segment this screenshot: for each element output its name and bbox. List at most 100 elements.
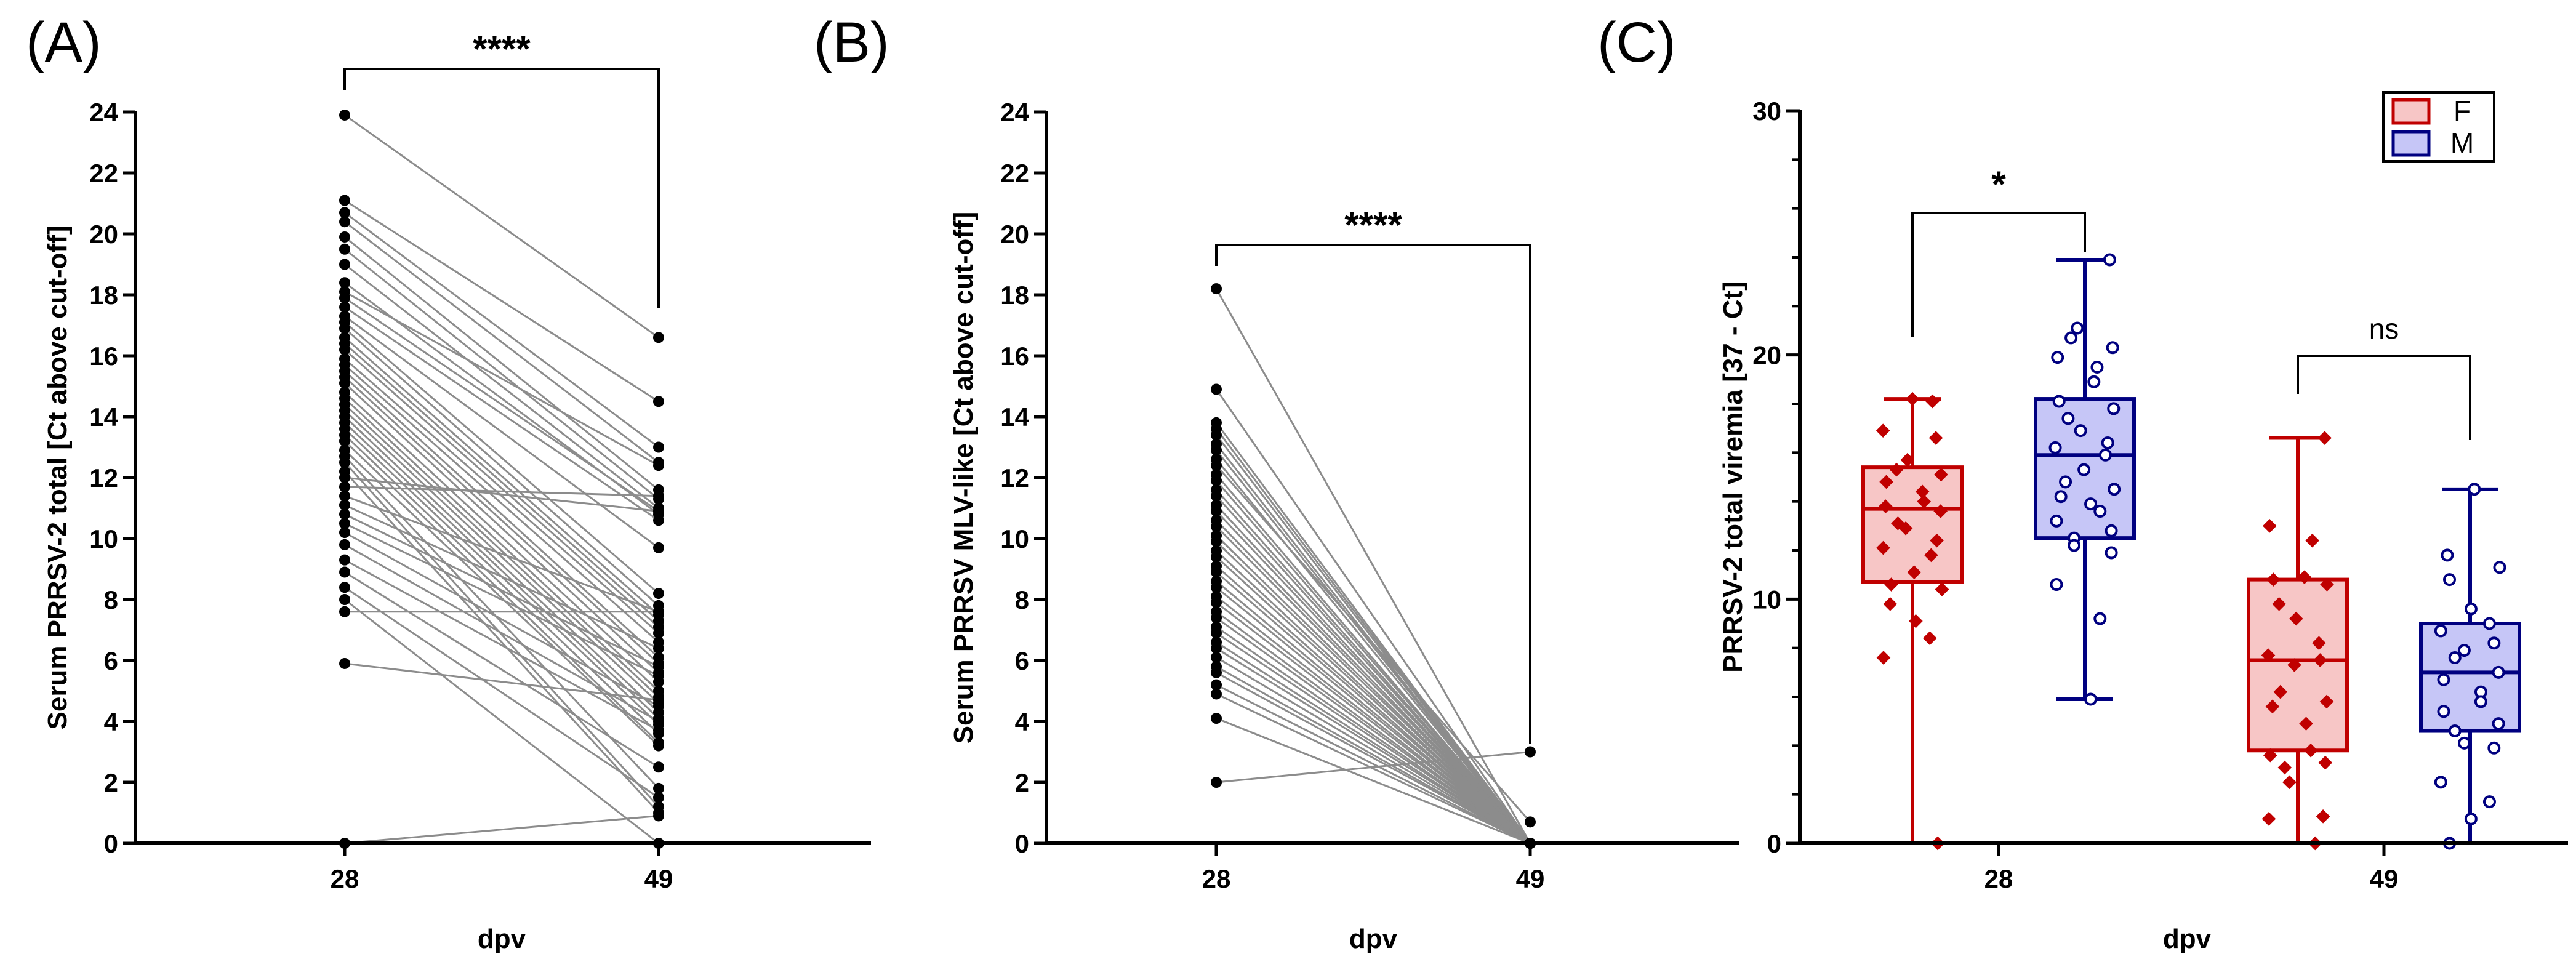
data-point-dpv49	[653, 740, 664, 752]
data-point-dpv49	[653, 606, 664, 617]
pair-line	[344, 476, 659, 512]
data-point-dpv28	[339, 277, 350, 289]
x-tick-label: 49	[644, 864, 673, 893]
pair-line	[343, 449, 660, 747]
data-point-dpv49	[653, 724, 664, 736]
data-point-M	[2493, 561, 2506, 574]
y-tick-label: 4	[1015, 707, 1030, 736]
data-point-dpv28	[1211, 429, 1222, 441]
data-point-dpv49	[653, 810, 664, 822]
data-point-M	[2482, 795, 2496, 809]
data-point-dpv49	[1525, 746, 1536, 758]
pair-line	[1216, 571, 1531, 845]
data-point-F	[1915, 484, 1930, 499]
data-point-dpv28	[1211, 551, 1222, 563]
pair-line	[344, 212, 659, 448]
data-point-F	[1905, 391, 1920, 406]
pair-line	[344, 522, 659, 677]
pair-line	[1216, 693, 1531, 845]
data-point-F	[1876, 540, 1890, 555]
y-tick-label: 16	[89, 342, 118, 371]
data-point-F	[1876, 651, 1891, 665]
y-axis-title: Serum PRRSV MLV-like [Ct above cut-off]	[949, 212, 979, 744]
data-point-M	[2050, 578, 2063, 592]
data-point-dpv28	[1211, 643, 1222, 654]
data-point-dpv28	[339, 472, 350, 483]
pair-line	[1215, 449, 1531, 844]
data-point-dpv28	[1211, 612, 1222, 624]
data-point-dpv49	[653, 396, 664, 407]
data-point-M	[2059, 475, 2072, 489]
data-point-dpv28	[339, 481, 350, 492]
data-point-dpv49	[653, 643, 664, 654]
y-tick-label: 30	[1752, 97, 1781, 126]
y-tick-label: 14	[1000, 403, 1029, 431]
data-point-dpv49	[653, 542, 664, 553]
pair-line	[1215, 526, 1531, 845]
data-point-dpv49	[653, 515, 664, 526]
pair-line	[344, 348, 659, 628]
data-point-dpv28	[1211, 582, 1222, 593]
data-point-M	[2098, 448, 2112, 462]
data-point-dpv49	[653, 505, 664, 517]
data-point-dpv28	[339, 539, 350, 550]
pair-line	[344, 343, 659, 622]
y-tick-label: 10	[1752, 585, 1781, 614]
pair-line	[344, 248, 659, 500]
pair-line	[1216, 617, 1531, 845]
data-point-M	[2107, 402, 2121, 415]
data-point-F	[2303, 743, 2318, 758]
data-point-dpv28	[339, 243, 350, 255]
data-point-M	[2482, 617, 2496, 630]
data-point-M	[2054, 490, 2068, 504]
significance-label: ****	[1344, 204, 1402, 246]
x-tick-label: 49	[1516, 864, 1545, 893]
pair-line	[344, 662, 659, 701]
data-point-F	[2317, 431, 2332, 445]
pair-line	[1215, 495, 1531, 845]
pair-line	[1215, 540, 1531, 845]
pair-line	[344, 337, 659, 616]
x-tick-label: 28	[331, 864, 359, 893]
data-point-M	[2448, 651, 2462, 665]
data-point-M	[2464, 602, 2478, 616]
data-point-dpv28	[339, 259, 350, 270]
data-point-dpv28	[339, 301, 350, 313]
data-point-dpv28	[1211, 566, 1222, 578]
data-point-F	[1883, 596, 1898, 611]
data-point-F	[2287, 658, 2301, 672]
legend: FM	[2382, 91, 2495, 163]
data-point-M	[2487, 741, 2501, 755]
y-tick-label: 22	[1000, 159, 1029, 188]
legend-box	[2382, 91, 2495, 163]
pair-line	[344, 513, 659, 668]
data-point-dpv28	[1211, 505, 1222, 517]
data-point-dpv28	[1211, 444, 1222, 456]
data-point-dpv28	[1211, 596, 1222, 608]
y-tick-label: 2	[104, 768, 118, 797]
data-point-F	[2263, 748, 2277, 763]
data-point-M	[2105, 524, 2118, 537]
comparison-label: *	[1991, 164, 2006, 205]
data-point-dpv49	[653, 716, 664, 727]
data-point-dpv49	[653, 782, 664, 794]
y-tick-label: 24	[89, 98, 118, 127]
data-point-dpv49	[653, 588, 664, 600]
data-point-F	[1935, 582, 1949, 596]
x-axis-title: dpv	[1349, 924, 1398, 954]
data-point-dpv28	[339, 527, 350, 539]
pair-line	[1216, 601, 1531, 845]
pair-line	[1216, 587, 1531, 845]
data-point-M	[2108, 483, 2121, 496]
data-point-F	[1898, 521, 1913, 536]
data-point-F	[1924, 548, 1938, 563]
data-point-M	[2457, 736, 2471, 750]
data-point-F	[2316, 809, 2330, 824]
pair-line	[344, 306, 659, 521]
data-point-M	[2448, 724, 2462, 738]
legend-label-M: M	[2450, 127, 2474, 159]
panel-label: (B)	[814, 11, 889, 74]
data-point-M	[2457, 644, 2471, 657]
panel-label: (C)	[1597, 11, 1676, 74]
